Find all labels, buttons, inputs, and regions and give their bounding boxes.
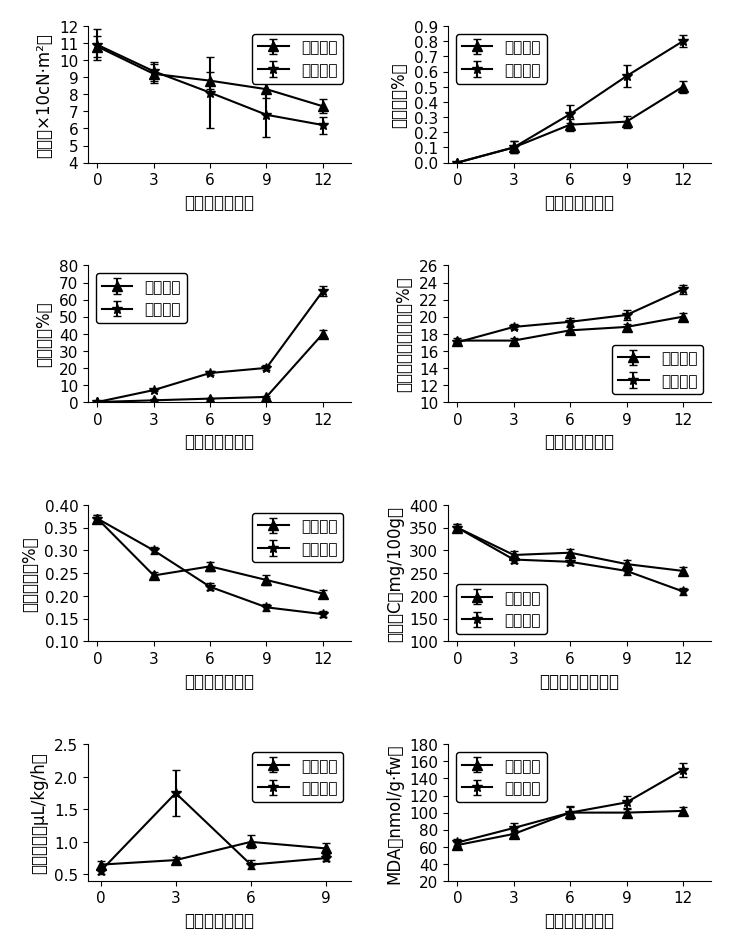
X-axis label: 贮存时间（天）: 贮存时间（天）	[184, 433, 254, 450]
Legend: 纳米包装, 普通包装: 纳米包装, 普通包装	[251, 513, 343, 562]
Legend: 纳米包装, 普通包装: 纳米包装, 普通包装	[96, 274, 187, 324]
Legend: 纳米包装, 普通包装: 纳米包装, 普通包装	[455, 34, 547, 85]
X-axis label: 贮存时间（天）: 贮存时间（天）	[544, 194, 614, 212]
Legend: 纳米包装, 普通包装: 纳米包装, 普通包装	[251, 752, 343, 802]
X-axis label: 贮存时间（天）: 贮存时间（天）	[544, 911, 614, 929]
Y-axis label: 维生素C（mg/100g）: 维生素C（mg/100g）	[385, 505, 404, 641]
X-axis label: 贮存时间（天）: 贮存时间（天）	[184, 911, 254, 929]
Legend: 纳米包装, 普通包装: 纳米包装, 普通包装	[455, 752, 547, 802]
Legend: 纳米包装, 普通包装: 纳米包装, 普通包装	[611, 345, 702, 395]
Legend: 纳米包装, 普通包装: 纳米包装, 普通包装	[455, 584, 547, 634]
Legend: 纳米包装, 普通包装: 纳米包装, 普通包装	[251, 34, 343, 85]
Y-axis label: 腐烂率（%）: 腐烂率（%）	[35, 301, 53, 367]
Y-axis label: 可溶性固形物含量（%）: 可溶性固形物含量（%）	[395, 276, 413, 392]
X-axis label: 贮存时间（天）: 贮存时间（天）	[184, 194, 254, 212]
X-axis label: 贮存时间（天）。: 贮存时间（天）。	[539, 672, 618, 690]
X-axis label: 贮存时间（天）: 贮存时间（天）	[544, 433, 614, 450]
Y-axis label: 硬度（×10cN·m²）: 硬度（×10cN·m²）	[35, 32, 53, 158]
X-axis label: 贮存时间（天）: 贮存时间（天）	[184, 672, 254, 690]
Y-axis label: MDA（nmol/g·fw）: MDA（nmol/g·fw）	[385, 743, 404, 883]
Y-axis label: 可滴定酸（%）: 可滴定酸（%）	[20, 536, 39, 611]
Y-axis label: 乙烯含量（μL/kg/h）: 乙烯含量（μL/kg/h）	[31, 751, 48, 874]
Y-axis label: 失重率（%）: 失重率（%）	[390, 63, 408, 128]
